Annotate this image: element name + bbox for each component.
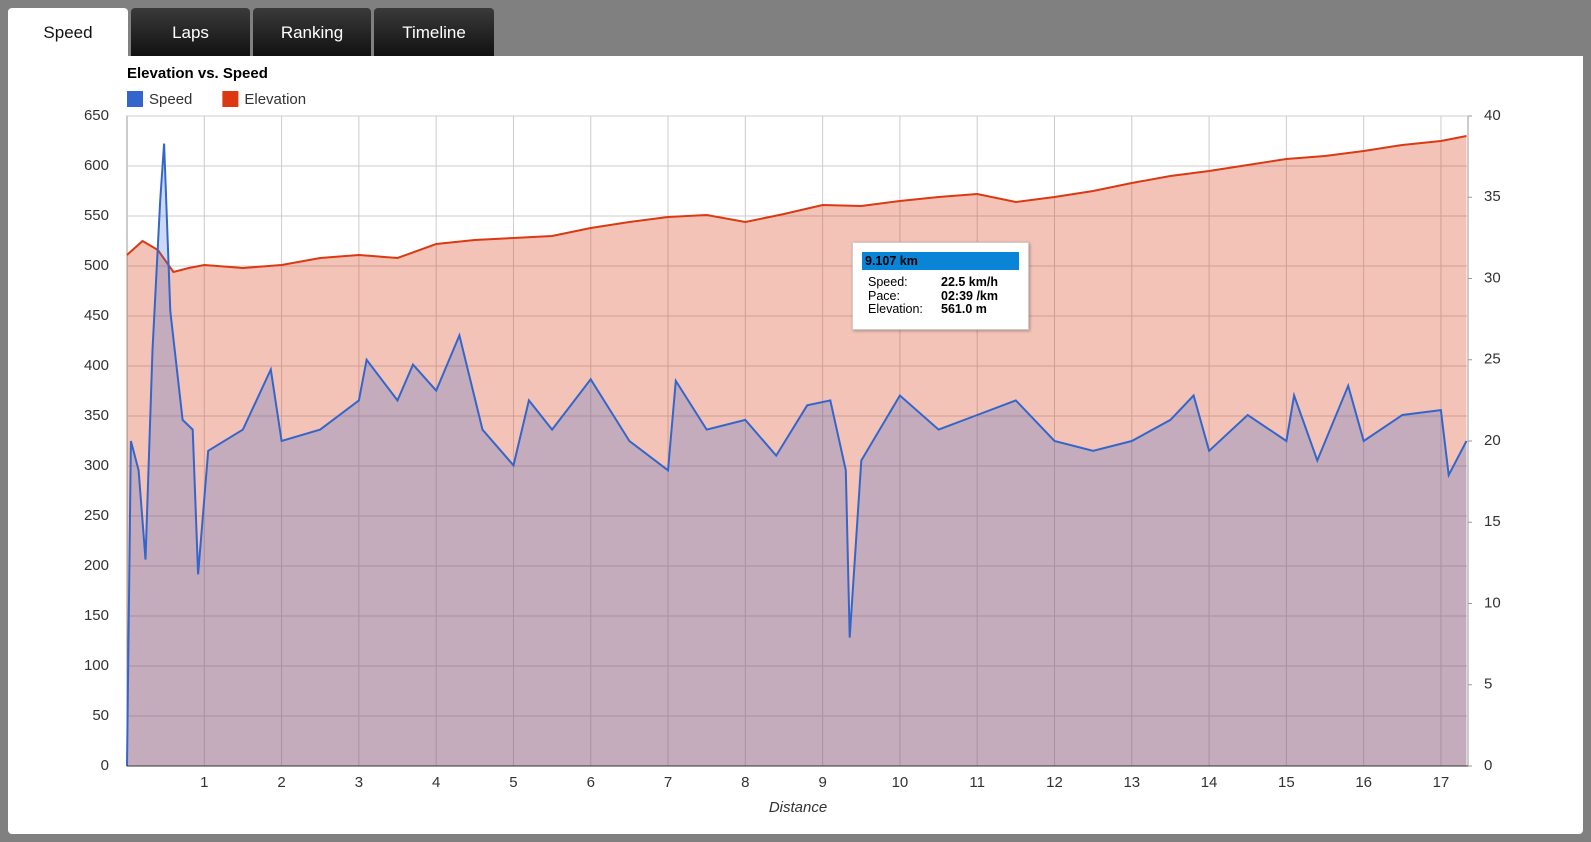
chart-title: Elevation vs. Speed xyxy=(127,65,268,82)
x-tick-label: 13 xyxy=(1123,774,1140,791)
y-tick-label: 350 xyxy=(84,407,109,424)
y2-tick-label: 10 xyxy=(1484,594,1501,611)
y-tick-label: 550 xyxy=(84,207,109,224)
y-tick-label: 300 xyxy=(84,457,109,474)
x-tick-label: 15 xyxy=(1278,774,1295,791)
legend-label: Speed xyxy=(149,91,192,108)
tooltip-value: 22.5 km/h xyxy=(941,275,998,289)
tab[interactable]: Speed xyxy=(8,8,128,56)
tooltip-row: Pace: 02:39 /km xyxy=(853,288,1028,304)
y-tick-label: 650 xyxy=(84,107,109,124)
y2-tick-label: 40 xyxy=(1484,107,1501,124)
tooltip-key: Elevation: xyxy=(868,302,923,316)
y-tick-label: 400 xyxy=(84,357,109,374)
x-tick-label: 3 xyxy=(355,774,363,791)
x-tick-label: 9 xyxy=(818,774,826,791)
x-tick-label: 8 xyxy=(741,774,749,791)
x-tick-label: 14 xyxy=(1201,774,1218,791)
y2-tick-label: 25 xyxy=(1484,351,1501,368)
y-tick-label: 600 xyxy=(84,157,109,174)
legend-label: Elevation xyxy=(244,91,306,108)
tab[interactable]: Laps xyxy=(131,8,250,56)
y2-tick-label: 35 xyxy=(1484,188,1501,205)
y2-tick-label: 30 xyxy=(1484,269,1501,286)
y-tick-label: 450 xyxy=(84,307,109,324)
y-tick-label: 500 xyxy=(84,257,109,274)
y-tick-label: 0 xyxy=(101,757,109,774)
x-tick-label: 17 xyxy=(1433,774,1450,791)
tooltip-row: Elevation: 561.0 m xyxy=(853,302,1028,317)
x-tick-label: 5 xyxy=(509,774,517,791)
tooltip-key: Speed: xyxy=(868,275,908,289)
x-tick-label: 2 xyxy=(277,774,285,791)
area xyxy=(127,143,1467,767)
x-tick-label: 11 xyxy=(969,774,985,791)
x-tick-label: 6 xyxy=(587,774,595,791)
tooltip: 9.107 km Speed: 22.5 km/h Pace: 02:39 /km El… xyxy=(852,242,1029,330)
y2-tick-label: 15 xyxy=(1484,513,1501,530)
area xyxy=(127,136,1467,766)
tab[interactable]: Ranking xyxy=(253,8,371,56)
tooltip-row: Speed: 22.5 km/h xyxy=(853,275,1028,290)
tooltip-value: 561.0 m xyxy=(941,302,987,316)
x-tick-label: 12 xyxy=(1046,774,1063,791)
line xyxy=(126,135,1467,274)
y-tick-label: 150 xyxy=(84,607,109,624)
y-tick-label: 200 xyxy=(84,557,109,574)
y2-tick-label: 20 xyxy=(1484,432,1501,449)
x-tick-label: 7 xyxy=(664,774,672,791)
x-tick-label: 1 xyxy=(200,774,208,791)
x-axis-label: Distance xyxy=(769,799,827,816)
legend-swatch xyxy=(222,91,239,107)
x-tick-label: 10 xyxy=(892,774,909,791)
y-tick-label: 100 xyxy=(84,657,109,674)
y2-tick-label: 0 xyxy=(1484,757,1492,774)
y2-tick-label: 5 xyxy=(1484,676,1492,693)
y-tick-label: 250 xyxy=(84,507,109,524)
x-tick-label: 4 xyxy=(432,774,440,791)
y-tick-label: 50 xyxy=(92,707,109,724)
legend-swatch xyxy=(127,91,143,107)
tooltip-header: 9.107 km xyxy=(862,252,1019,270)
tab[interactable]: Timeline xyxy=(374,8,494,56)
plot-area xyxy=(126,115,1469,767)
tooltip-key: Pace: xyxy=(868,288,900,303)
tooltip-value: 02:39 /km xyxy=(941,288,998,303)
line xyxy=(126,143,1468,767)
x-tick-label: 16 xyxy=(1355,774,1372,791)
